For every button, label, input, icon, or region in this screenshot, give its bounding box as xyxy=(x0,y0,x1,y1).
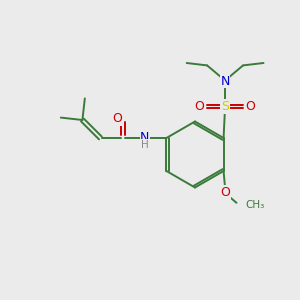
Text: H: H xyxy=(141,140,149,150)
Text: O: O xyxy=(246,100,256,113)
Text: N: N xyxy=(220,74,230,88)
Text: N: N xyxy=(140,131,149,144)
Text: S: S xyxy=(221,100,229,113)
Text: O: O xyxy=(112,112,122,125)
Text: O: O xyxy=(220,186,230,199)
Text: O: O xyxy=(195,100,205,113)
Text: CH₃: CH₃ xyxy=(245,200,265,210)
